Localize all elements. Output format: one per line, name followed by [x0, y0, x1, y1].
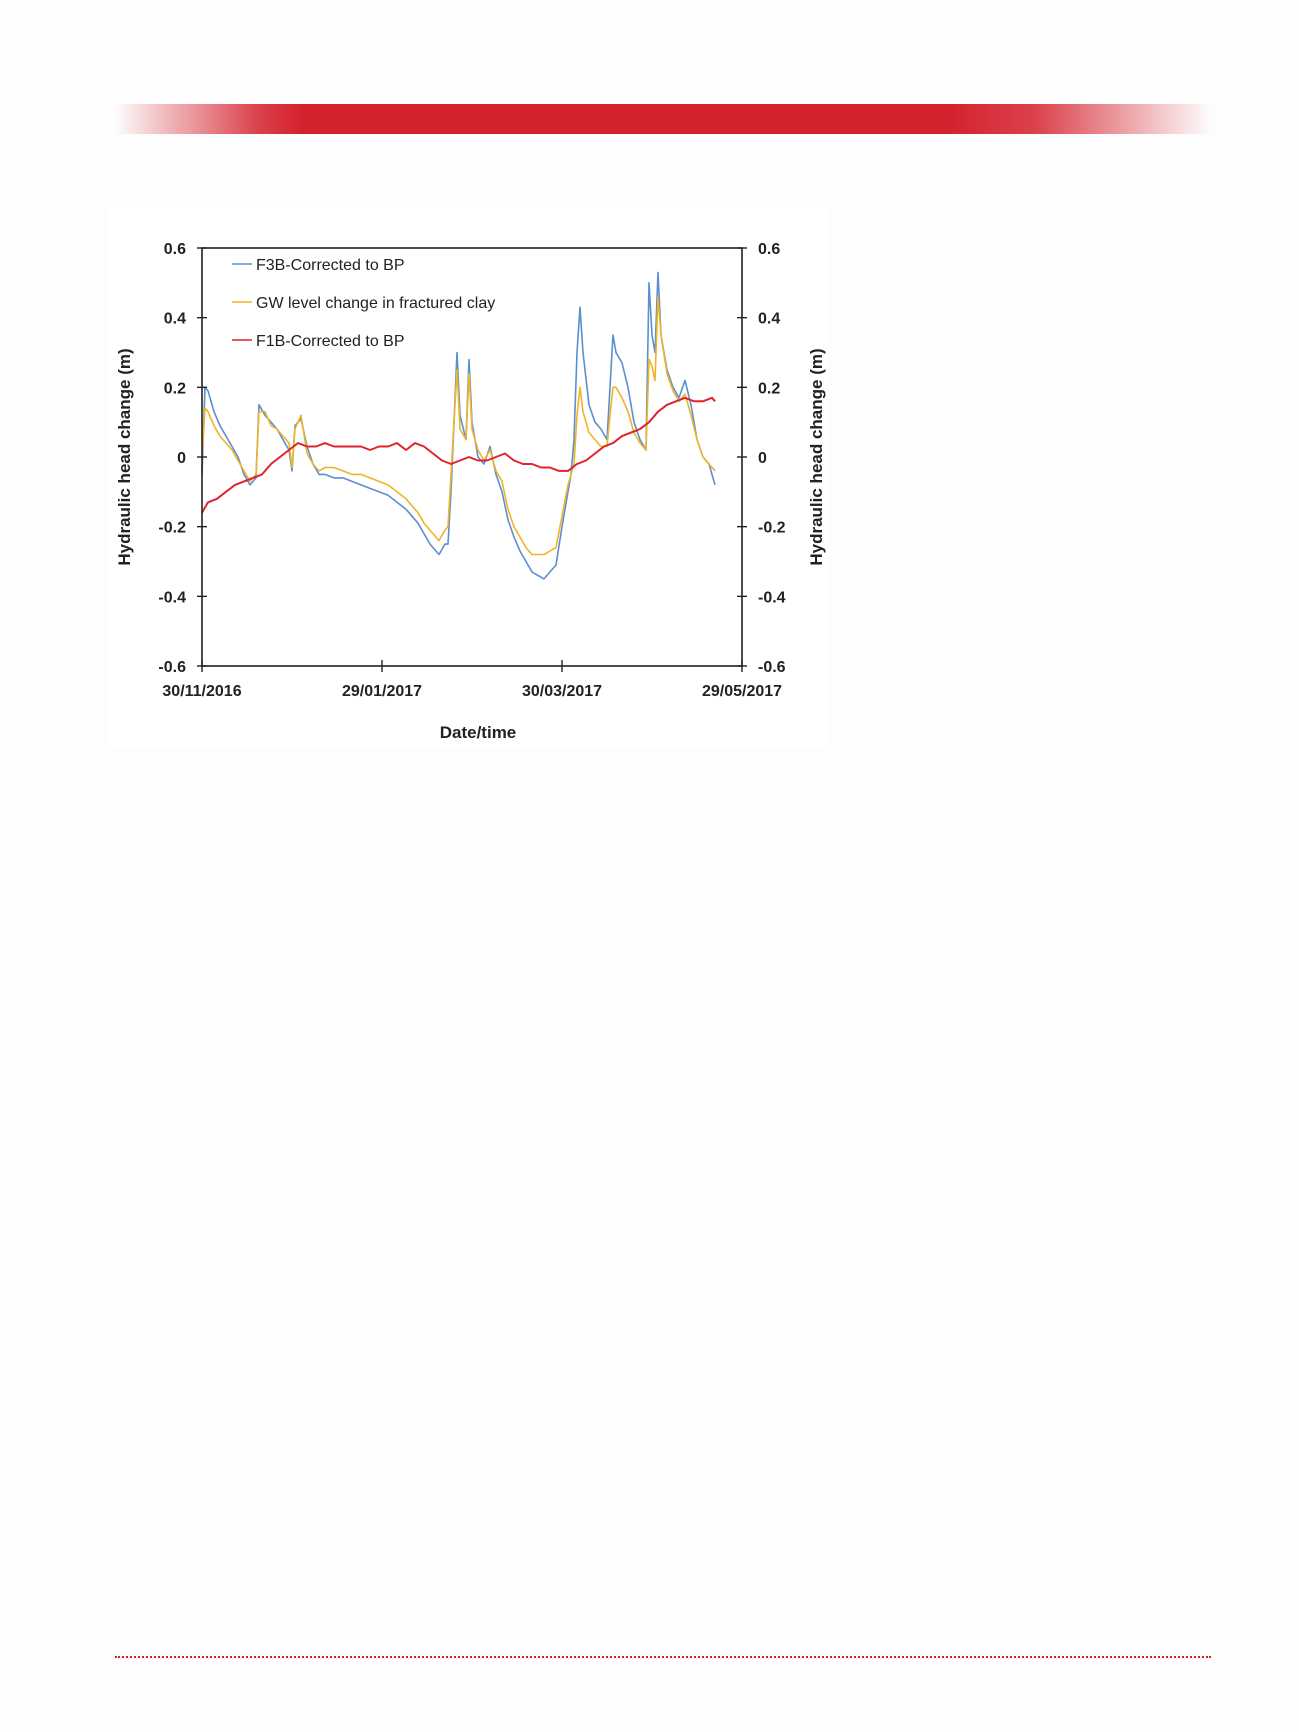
series-line-1 — [201, 271, 716, 580]
legend-label-2: GW level change in fractured clay — [256, 295, 495, 312]
y-tick-label-left: -0.6 — [158, 659, 186, 676]
y-axis-label-left: Hydraulic head change (m) — [115, 348, 134, 565]
legend-label-1: F3B-Corrected to BP — [256, 257, 405, 274]
hydraulic-head-chart: 0.6 0.6 0.4 0.4 0.2 0.2 0 0 -0.2 -0.2 -0.4 -0.4 -0.6… — [115, 241, 826, 742]
legend-label-3: F1B-Corrected to BP — [256, 333, 405, 350]
y-axis-label-right: Hydraulic head change (m) — [807, 348, 826, 565]
series-line-3 — [201, 396, 716, 514]
series-layer — [201, 271, 716, 580]
chart-panel: 0.6 0.6 0.4 0.4 0.2 0.2 0 0 -0.2 -0.2 -0.4 -0.4 -0.6… — [108, 208, 828, 748]
legend: F3B-Corrected to BP GW level change in fr… — [232, 257, 495, 350]
y-tick-label-right: -0.6 — [758, 659, 786, 676]
y-tick-label-right: 0 — [758, 450, 767, 467]
y-tick-label-left: 0.4 — [164, 311, 186, 328]
y-tick-label-right: -0.2 — [758, 520, 786, 537]
y-tick-label-left: 0.2 — [164, 380, 186, 397]
y-tick-label-right: 0.4 — [758, 311, 780, 328]
y-tick-label-left: 0.6 — [164, 241, 186, 258]
y-tick-label-right: -0.4 — [758, 589, 786, 606]
y-tick-label-right: 0.6 — [758, 241, 780, 258]
header-band — [115, 104, 1211, 134]
x-tick-label: 29/01/2017 — [342, 683, 422, 700]
series-line-2 — [201, 296, 716, 556]
x-tick-label: 30/03/2017 — [522, 683, 602, 700]
y-tick-label-left: -0.4 — [158, 589, 186, 606]
x-tick-label: 29/05/2017 — [702, 683, 782, 700]
y-tick-label-left: -0.2 — [158, 520, 186, 537]
ticks-layer: 0.6 0.6 0.4 0.4 0.2 0.2 0 0 -0.2 -0.2 -0.4 -0.4 -0.6… — [158, 241, 785, 700]
x-axis-label: Date/time — [440, 723, 517, 742]
y-tick-label-left: 0 — [177, 450, 186, 467]
y-tick-label-right: 0.2 — [758, 380, 780, 397]
footer-dotted-rule — [115, 1656, 1211, 1658]
x-tick-label: 30/11/2016 — [162, 683, 241, 700]
